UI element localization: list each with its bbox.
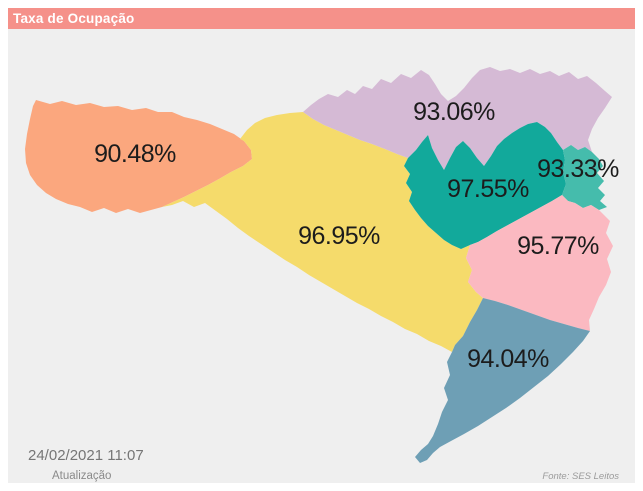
title-bar: Taxa de Ocupação <box>8 8 635 29</box>
region-label-northeast-inland: 97.55% <box>447 175 529 203</box>
page-title: Taxa de Ocupação <box>13 11 135 26</box>
region-label-center: 96.95% <box>298 222 380 250</box>
region-south-coast[interactable] <box>415 298 590 463</box>
region-northeast-coast[interactable] <box>562 145 607 210</box>
region-label-north: 93.06% <box>413 98 495 126</box>
region-label-northeast-coast: 93.33% <box>537 155 619 183</box>
region-north[interactable] <box>303 67 612 170</box>
region-label-south-coast: 94.04% <box>467 345 549 373</box>
region-label-west: 90.48% <box>94 140 176 168</box>
region-label-east-coast: 95.77% <box>517 232 599 260</box>
source-credit: Fonte: SES Leitos <box>542 471 619 482</box>
update-label: Atualização <box>52 470 112 482</box>
region-center[interactable] <box>162 112 483 352</box>
region-northeast-inland[interactable] <box>404 122 566 249</box>
region-west[interactable] <box>25 100 252 213</box>
region-east-coast[interactable] <box>466 195 613 331</box>
update-timestamp: 24/02/2021 11:07 <box>28 447 144 464</box>
